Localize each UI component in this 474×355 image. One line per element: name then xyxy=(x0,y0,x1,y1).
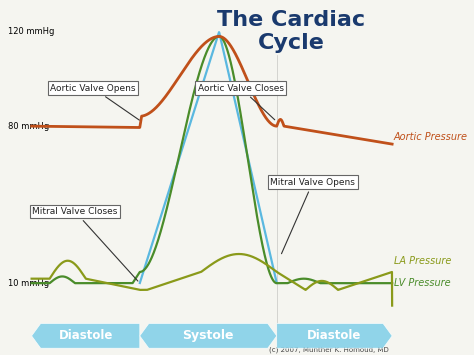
Text: (c) 2007, Munther K. Homoud, MD: (c) 2007, Munther K. Homoud, MD xyxy=(269,346,389,353)
Text: Diastole: Diastole xyxy=(307,329,362,342)
Text: 120 mmHg: 120 mmHg xyxy=(8,27,55,37)
Text: Systole: Systole xyxy=(182,329,234,342)
Text: Aortic Valve Opens: Aortic Valve Opens xyxy=(50,83,139,120)
Text: LA Pressure: LA Pressure xyxy=(394,256,451,266)
Text: Aortic Pressure: Aortic Pressure xyxy=(394,132,468,142)
Text: Mitral Valve Closes: Mitral Valve Closes xyxy=(32,207,138,281)
Text: The Cardiac
Cycle: The Cardiac Cycle xyxy=(217,10,365,53)
Text: Diastole: Diastole xyxy=(58,329,113,342)
Text: 80 mmHg: 80 mmHg xyxy=(8,122,49,131)
Polygon shape xyxy=(277,323,392,348)
Text: LV Pressure: LV Pressure xyxy=(394,278,451,288)
Text: Mitral Valve Opens: Mitral Valve Opens xyxy=(270,178,355,254)
Text: Aortic Valve Closes: Aortic Valve Closes xyxy=(198,83,284,120)
Text: 10 mmHg: 10 mmHg xyxy=(8,279,49,288)
Polygon shape xyxy=(32,323,140,348)
Polygon shape xyxy=(140,323,277,348)
